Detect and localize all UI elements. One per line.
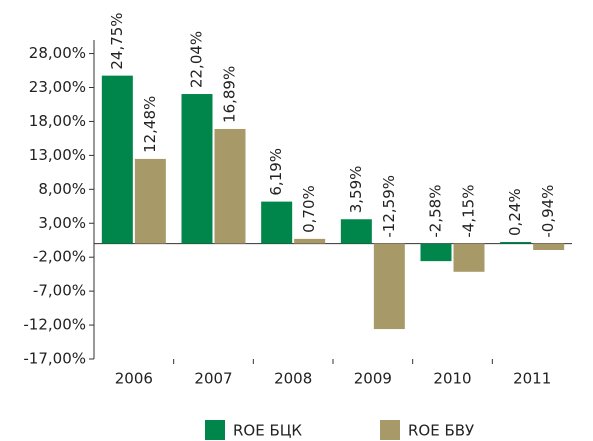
y-tick-label: 13,00% [29, 146, 86, 164]
bar [340, 219, 372, 244]
bar [420, 243, 452, 262]
x-tick-label: 2006 [115, 370, 153, 388]
x-tick-label: 2011 [513, 370, 551, 388]
legend-label: ROE БЦК [233, 422, 302, 440]
x-tick-label: 2008 [274, 370, 312, 388]
value-label: -4,15% [460, 185, 478, 238]
value-label: 24,75% [108, 12, 126, 69]
value-label: 16,89% [221, 66, 239, 123]
bar [500, 241, 532, 244]
bar [294, 238, 326, 244]
bar [134, 158, 166, 244]
bar [181, 94, 213, 244]
bar [453, 243, 485, 272]
value-label: 0,70% [300, 185, 318, 233]
x-tick-label: 2009 [354, 370, 392, 388]
bar [214, 128, 246, 244]
value-label: 3,59% [347, 166, 365, 214]
value-label: -0,94% [539, 185, 557, 238]
bar [261, 201, 293, 244]
x-tick-label: 2007 [194, 370, 232, 388]
value-label: -2,58% [427, 185, 445, 238]
y-tick-label: -7,00% [33, 282, 86, 300]
y-tick-label: -12,00% [23, 316, 86, 334]
value-label: 22,04% [188, 31, 206, 88]
y-tick-label: 28,00% [29, 44, 86, 62]
value-label: 0,24% [506, 188, 524, 236]
legend-swatch [380, 420, 400, 440]
legend-label: ROE БВУ [408, 422, 474, 440]
value-label: 12,48% [141, 96, 159, 153]
y-tick-label: -17,00% [23, 350, 86, 368]
y-tick-label: 23,00% [29, 78, 86, 96]
value-label: 6,19% [267, 148, 285, 196]
y-tick-label: -2,00% [33, 248, 86, 266]
value-label: -12,59% [380, 175, 398, 238]
y-tick-label: 18,00% [29, 112, 86, 130]
legend-swatch [205, 420, 225, 440]
y-tick-label: 8,00% [38, 180, 86, 198]
x-tick-label: 2010 [433, 370, 471, 388]
bar [373, 243, 405, 330]
y-tick-label: 3,00% [38, 214, 86, 232]
bar [533, 243, 565, 250]
bar [101, 75, 133, 244]
